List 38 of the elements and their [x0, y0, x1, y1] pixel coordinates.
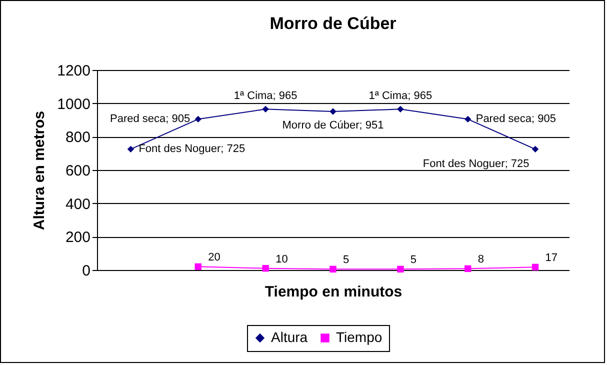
- y-tick-label: 1200: [57, 62, 90, 80]
- y-tick-label: 400: [65, 196, 90, 213]
- data-label: Morro de Cúber; 951: [282, 120, 384, 132]
- legend-label: Altura: [271, 329, 308, 345]
- data-label: Pared seca; 905: [476, 113, 556, 126]
- point: [194, 263, 202, 270]
- data-label: Pared seca; 905: [110, 113, 190, 126]
- y-tick-label: 1000: [57, 96, 90, 113]
- data-label: 5: [410, 254, 417, 266]
- data-label: 17: [545, 252, 558, 264]
- point: [397, 266, 404, 273]
- data-label: 1ª Cima; 965: [368, 90, 432, 102]
- x-axis-title: Tiempo en minutos: [264, 284, 402, 300]
- point: [397, 106, 404, 113]
- data-label: 5: [343, 254, 350, 266]
- y-tick-label: 600: [65, 162, 90, 180]
- data-label: 8: [478, 254, 484, 266]
- point: [464, 265, 472, 272]
- point: [127, 146, 134, 153]
- point: [330, 108, 336, 115]
- data-label: 10: [276, 253, 288, 266]
- chart-title: Morro de Cúber: [270, 14, 397, 33]
- data-label: Font des Noguer; 725: [138, 143, 246, 156]
- point: [464, 116, 472, 123]
- point: [194, 116, 202, 123]
- point: [262, 264, 269, 272]
- y-tick-label: 0: [82, 262, 90, 280]
- y-tick-label: 800: [65, 129, 90, 146]
- y-axis-title: Altura en metros: [31, 110, 48, 230]
- data-label: 20: [208, 252, 220, 264]
- legend-label: Tiempo: [336, 329, 382, 345]
- data-label: 1ª Cima; 965: [234, 90, 298, 102]
- point: [532, 264, 539, 271]
- point: [532, 146, 539, 153]
- point: [262, 106, 269, 113]
- point: [330, 266, 336, 273]
- data-label: Font des Noguer; 725: [422, 158, 530, 170]
- y-tick-label: 200: [65, 229, 90, 246]
